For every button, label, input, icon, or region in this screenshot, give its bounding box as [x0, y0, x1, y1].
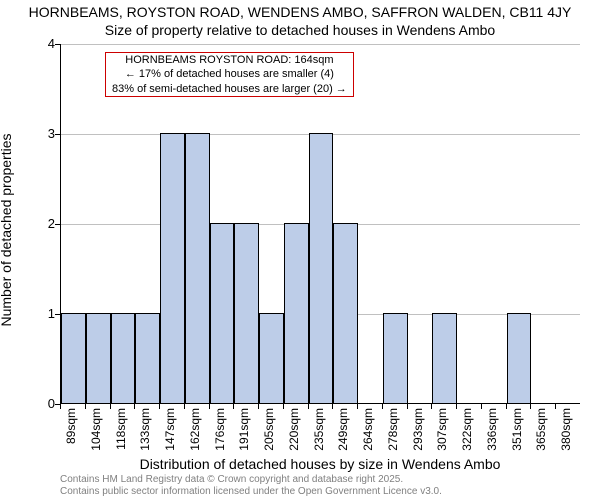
- footer-line-2: Contains public sector information licen…: [60, 486, 442, 498]
- x-tick-mark: [233, 404, 234, 409]
- annotation-box: HORNBEAMS ROYSTON ROAD: 164sqm ← 17% of …: [105, 52, 354, 97]
- x-tick-mark: [382, 404, 383, 409]
- x-tick-mark: [308, 404, 309, 409]
- footer-line-1: Contains HM Land Registry data © Crown c…: [60, 474, 442, 486]
- annotation-line-1: HORNBEAMS ROYSTON ROAD: 164sqm: [112, 53, 347, 67]
- chart-title-main: HORNBEAMS, ROYSTON ROAD, WENDENS AMBO, S…: [0, 4, 600, 20]
- annotation-line-2: ← 17% of detached houses are smaller (4): [112, 67, 347, 81]
- y-tick-mark: [55, 224, 60, 225]
- histogram-bar: [86, 313, 111, 403]
- x-tick-mark: [555, 404, 556, 409]
- x-tick-mark: [530, 404, 531, 409]
- histogram-bar: [210, 223, 235, 403]
- x-tick-mark: [134, 404, 135, 409]
- histogram-bar: [160, 133, 185, 403]
- x-tick-mark: [357, 404, 358, 409]
- x-tick-mark: [407, 404, 408, 409]
- histogram-bar: [259, 313, 284, 403]
- x-tick-mark: [258, 404, 259, 409]
- plot-area: [60, 44, 580, 404]
- annotation-line-3: 83% of semi-detached houses are larger (…: [112, 82, 347, 96]
- y-tick-label: 3: [25, 126, 55, 141]
- histogram-bar: [234, 223, 259, 403]
- y-tick-label: 0: [25, 396, 55, 411]
- x-tick-mark: [85, 404, 86, 409]
- chart-container: HORNBEAMS, ROYSTON ROAD, WENDENS AMBO, S…: [0, 0, 600, 500]
- x-tick-mark: [283, 404, 284, 409]
- chart-title-sub: Size of property relative to detached ho…: [0, 22, 600, 38]
- y-tick-label: 2: [25, 216, 55, 231]
- x-axis-label: Distribution of detached houses by size …: [60, 456, 580, 472]
- y-tick-label: 1: [25, 306, 55, 321]
- x-tick-mark: [209, 404, 210, 409]
- x-tick-mark: [456, 404, 457, 409]
- histogram-bar: [284, 223, 309, 403]
- y-tick-mark: [55, 314, 60, 315]
- gridline-h: [61, 44, 580, 45]
- y-tick-label: 4: [25, 36, 55, 51]
- histogram-bar: [61, 313, 86, 403]
- x-tick-mark: [60, 404, 61, 409]
- histogram-bar: [309, 133, 334, 403]
- histogram-bar: [111, 313, 136, 403]
- y-axis-label: Number of detached properties: [0, 20, 14, 440]
- x-tick-mark: [506, 404, 507, 409]
- x-tick-mark: [431, 404, 432, 409]
- histogram-bar: [432, 313, 457, 403]
- histogram-bar: [333, 223, 358, 403]
- x-tick-mark: [332, 404, 333, 409]
- x-tick-mark: [110, 404, 111, 409]
- histogram-bar: [507, 313, 532, 403]
- x-tick-mark: [159, 404, 160, 409]
- footer-attribution: Contains HM Land Registry data © Crown c…: [60, 474, 442, 498]
- y-tick-mark: [55, 134, 60, 135]
- histogram-bar: [135, 313, 160, 403]
- x-tick-mark: [184, 404, 185, 409]
- histogram-bar: [185, 133, 210, 403]
- y-tick-mark: [55, 44, 60, 45]
- histogram-bar: [383, 313, 408, 403]
- x-tick-mark: [481, 404, 482, 409]
